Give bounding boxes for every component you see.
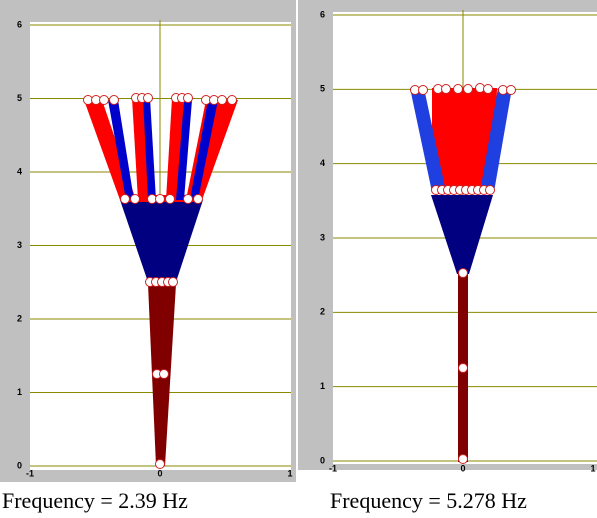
node <box>168 277 178 287</box>
node <box>227 95 237 105</box>
branch <box>143 98 156 200</box>
branch <box>176 100 192 200</box>
y-tick-label: 5 <box>17 93 22 103</box>
branch <box>108 100 134 200</box>
y-tick-label: 4 <box>320 158 325 168</box>
x-tick-label: -1 <box>26 468 34 478</box>
y-tick-label: 2 <box>17 313 22 323</box>
node <box>159 369 169 379</box>
node <box>120 194 130 204</box>
node <box>109 95 119 105</box>
node <box>155 459 165 469</box>
node <box>143 93 153 103</box>
y-tick-label: 1 <box>320 381 325 391</box>
node <box>193 194 203 204</box>
node <box>165 194 175 204</box>
y-tick-label: 3 <box>17 240 22 250</box>
node <box>506 85 516 95</box>
x-tick-label: 1 <box>287 468 292 478</box>
branch <box>410 88 446 192</box>
caption: Frequency = 2.39 Hz <box>2 488 188 513</box>
y-tick-label: 6 <box>17 19 22 29</box>
x-tick-label: 0 <box>157 468 162 478</box>
node <box>458 268 468 278</box>
y-tick-label: 3 <box>320 232 325 242</box>
node <box>183 194 193 204</box>
nodes <box>410 83 516 464</box>
node <box>483 84 493 94</box>
node <box>130 194 140 204</box>
nodes <box>83 93 237 469</box>
x-tick-label: -1 <box>329 463 337 473</box>
node <box>463 84 473 94</box>
node <box>418 85 428 95</box>
y-tick-label: 5 <box>320 84 325 94</box>
x-tick-label: 1 <box>590 463 595 473</box>
branch <box>190 100 218 200</box>
lower-fan <box>431 195 493 274</box>
y-tick-label: 1 <box>17 387 22 397</box>
branch <box>480 88 512 192</box>
x-tick-label: 0 <box>460 463 465 473</box>
node <box>485 185 495 195</box>
node <box>458 454 468 464</box>
y-tick-label: 0 <box>320 455 325 465</box>
node <box>458 363 468 373</box>
node <box>99 95 109 105</box>
left-panel: 0 1 2 3 4 5 6 -1 0 1 <box>0 0 296 482</box>
right-panel: 0 1 2 3 4 5 6 -1 0 1 <box>298 0 597 473</box>
y-tick-label: 0 <box>17 460 22 470</box>
y-tick-label: 6 <box>320 9 325 19</box>
upper-block <box>432 88 497 192</box>
node <box>155 194 165 204</box>
y-tick-label: 4 <box>17 166 22 176</box>
node <box>183 93 193 103</box>
caption: Frequency = 5.278 Hz <box>330 488 527 513</box>
node <box>441 84 451 94</box>
y-tick-label: 2 <box>320 307 325 317</box>
node <box>453 84 463 94</box>
node <box>217 95 227 105</box>
lower-fan <box>120 200 203 282</box>
